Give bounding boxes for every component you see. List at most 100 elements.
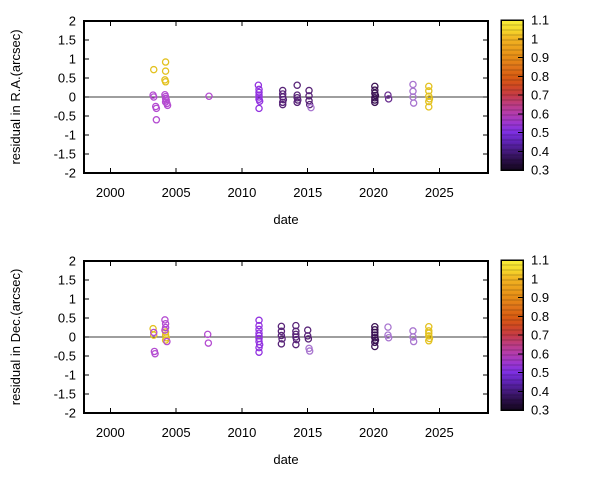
data-point (425, 337, 433, 345)
series-epoch-2023 (409, 80, 418, 107)
data-point (371, 331, 379, 339)
data-point (203, 330, 212, 339)
y-tick-label: 1.5 (58, 33, 76, 48)
data-point (151, 349, 159, 358)
series-epoch-2020 (371, 322, 380, 351)
data-point (255, 343, 263, 352)
data-point (292, 335, 301, 344)
colorbar-gradient (501, 260, 523, 410)
colorbar-tick-label: 0.3 (531, 403, 549, 418)
data-point (278, 100, 287, 109)
colorbar-tick-label: 0.9 (531, 50, 549, 65)
data-point (152, 116, 161, 124)
data-point (255, 340, 264, 349)
subplot-1 (83, 259, 524, 414)
x-axis-label: date (273, 452, 298, 467)
series-epoch-2020 (371, 82, 380, 107)
y-tick-label: 2 (69, 14, 76, 29)
colorbar-tick-label: 0.7 (531, 328, 549, 343)
data-point (425, 329, 433, 337)
data-point (149, 93, 158, 101)
colorbar-tick-label: 0.7 (531, 88, 549, 103)
colorbar-tick-label: 1 (531, 271, 538, 286)
colorbar-tick-label: 0.5 (531, 365, 549, 380)
colorbar-gradient (501, 20, 523, 170)
series-epoch-2023 (409, 327, 418, 346)
data-point (305, 92, 313, 100)
colorbar-tick-label: 0.8 (531, 309, 549, 324)
colorbar-tick-label: 0.6 (531, 106, 549, 121)
data-point (277, 327, 286, 336)
y-tick-label: 0 (69, 90, 76, 105)
data-point (371, 98, 379, 107)
data-point (293, 91, 301, 99)
data-point (277, 322, 286, 331)
x-tick-label: 2020 (359, 185, 388, 200)
x-tick-label: 2005 (162, 185, 191, 200)
y-tick-label: -0.5 (54, 349, 76, 364)
y-tick-label: -1.5 (54, 387, 76, 402)
x-axis-label: date (273, 212, 298, 227)
y-tick-label: 1 (69, 52, 76, 67)
data-point (409, 333, 417, 341)
y-tick-label: -1 (64, 368, 76, 383)
y-tick-label: 2 (69, 254, 76, 269)
data-point (255, 329, 263, 337)
data-point (161, 67, 170, 75)
data-point (277, 340, 286, 348)
data-point (152, 104, 161, 113)
data-point (409, 99, 418, 107)
data-point (371, 328, 379, 337)
data-point (149, 65, 158, 74)
y-tick-label: -1 (64, 128, 76, 143)
data-point (292, 330, 300, 339)
colorbar (500, 259, 524, 411)
data-point (161, 78, 170, 86)
data-point (255, 104, 263, 113)
y-tick-label: -0.5 (54, 109, 76, 124)
colorbar-tick-label: 0.4 (531, 384, 549, 399)
data-point (384, 334, 393, 342)
y-tick-label: -2 (64, 406, 76, 421)
data-point (371, 338, 379, 347)
data-point (425, 97, 433, 106)
data-point (293, 81, 301, 89)
data-point (163, 101, 172, 110)
data-point (425, 82, 433, 91)
y-axis-label: residual in R.A.(arcsec) (8, 29, 23, 164)
x-tick-label: 2015 (293, 425, 322, 440)
data-point (277, 331, 286, 340)
data-point (278, 335, 286, 343)
data-point (278, 98, 287, 107)
data-point (161, 326, 169, 334)
x-tick-label: 2000 (96, 425, 125, 440)
data-point (149, 328, 158, 337)
data-point (163, 337, 171, 346)
data-point (371, 94, 379, 102)
x-tick-label: 2010 (227, 185, 256, 200)
data-point (255, 316, 263, 325)
series-epoch-2003-2004-high (149, 58, 170, 86)
data-point (384, 95, 393, 103)
data-point (161, 316, 169, 324)
y-tick-label: 0.5 (58, 311, 76, 326)
data-point (305, 86, 313, 95)
x-tick-label: 2025 (425, 185, 454, 200)
colorbar-tick-label: 0.3 (531, 163, 549, 178)
data-point (205, 92, 213, 100)
data-point (255, 348, 263, 356)
y-tick-label: -1.5 (54, 147, 76, 162)
colorbar-tick-label: 1.1 (531, 253, 549, 268)
series-epoch-2003-2004-near-zero (149, 316, 213, 358)
x-tick-label: 2000 (96, 185, 125, 200)
data-point (149, 331, 158, 339)
colorbar-tick-label: 1 (531, 31, 538, 46)
subplot-0 (83, 19, 524, 174)
series-epoch-2013-2015 (277, 321, 313, 349)
series-epoch-2011 (255, 316, 264, 356)
x-tick-label: 2025 (425, 425, 454, 440)
data-point (161, 336, 170, 344)
